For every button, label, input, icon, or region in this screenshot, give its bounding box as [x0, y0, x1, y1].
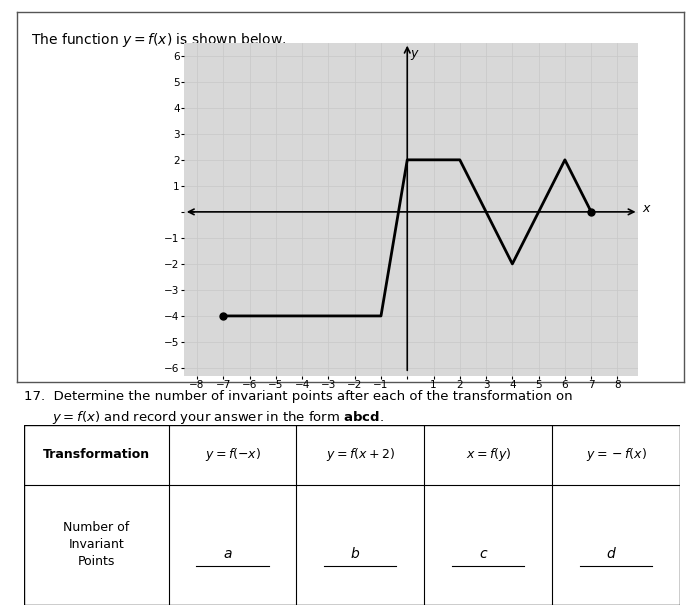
Text: y: y [410, 46, 418, 60]
Text: b: b [350, 547, 359, 561]
Text: 17.  Determine the number of invariant points after each of the transformation o: 17. Determine the number of invariant po… [24, 390, 573, 403]
Text: $y = f(-x)$: $y = f(-x)$ [205, 446, 260, 463]
Text: a: a [223, 547, 232, 561]
Text: c: c [480, 547, 487, 561]
Text: $y = -f(x)$: $y = -f(x)$ [586, 446, 647, 463]
Text: $y = f(x)$ and record your answer in the form $\mathbf{abcd}$.: $y = f(x)$ and record your answer in the… [52, 409, 384, 426]
Text: $y = f(x+2)$: $y = f(x+2)$ [326, 446, 395, 463]
Text: Transformation: Transformation [43, 448, 150, 461]
Text: $x = f(y)$: $x = f(y)$ [466, 446, 511, 463]
Text: Number of
Invariant
Points: Number of Invariant Points [63, 521, 130, 568]
Text: d: d [607, 547, 616, 561]
Text: The function $y = f(x)$ is shown below.: The function $y = f(x)$ is shown below. [31, 31, 286, 49]
Text: x: x [643, 202, 650, 215]
